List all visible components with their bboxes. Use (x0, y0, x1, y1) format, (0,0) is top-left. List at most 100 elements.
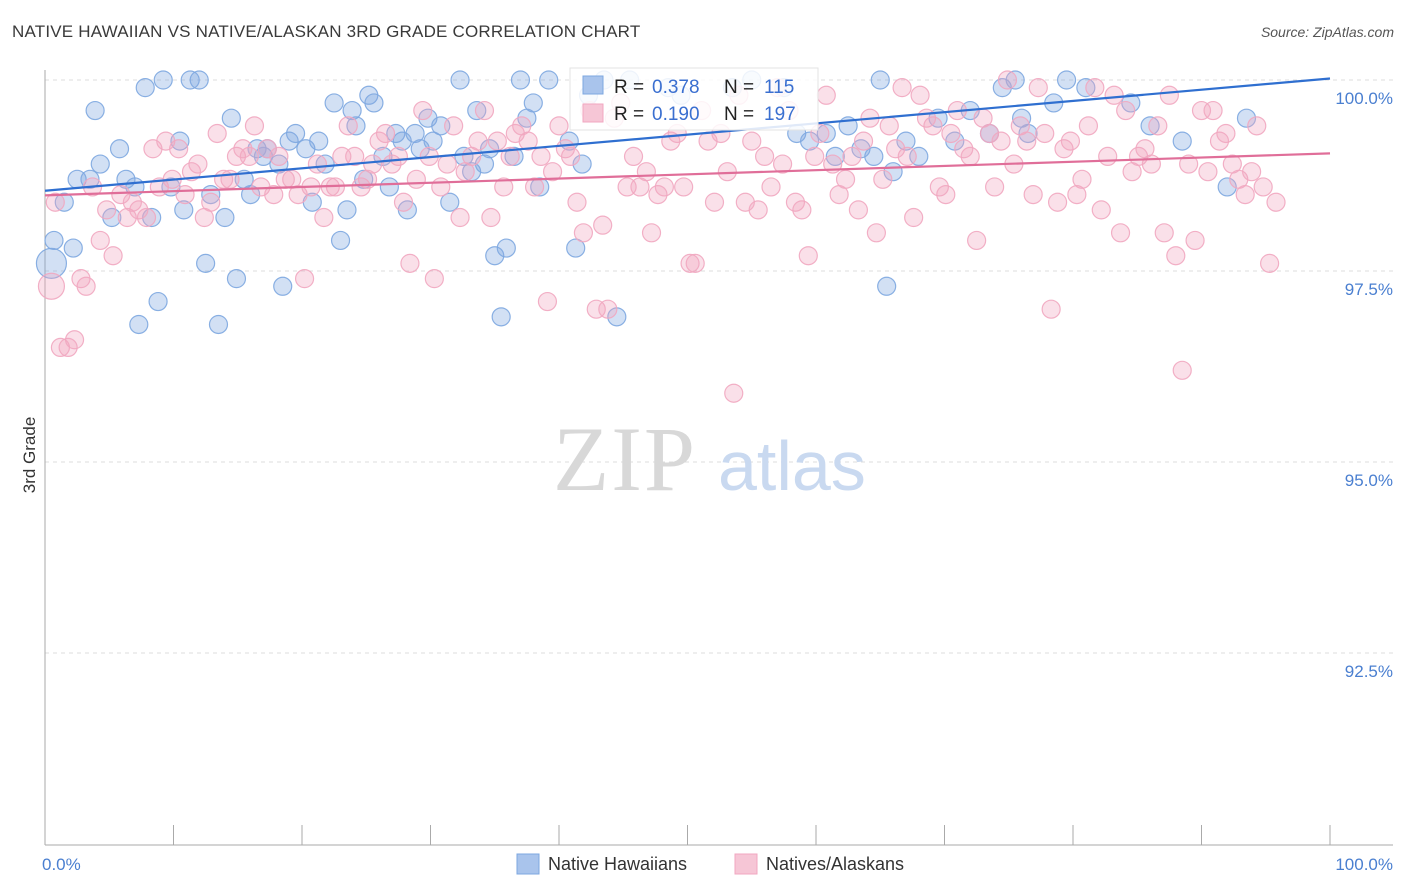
point-natives-alaskans-51 (363, 154, 383, 174)
legend-r-natives-alaskans: 0.190 (652, 104, 700, 125)
point-native-hawaiians-76 (566, 238, 586, 258)
point-natives-alaskans-1 (45, 192, 65, 212)
point-natives-alaskans-95 (636, 162, 656, 182)
point-natives-alaskans-106 (704, 192, 725, 212)
point-natives-alaskans-31 (239, 146, 259, 166)
point-natives-alaskans-70 (481, 207, 501, 228)
point-native-hawaiians-67 (491, 307, 511, 327)
point-natives-alaskans-57 (400, 253, 420, 273)
point-native-hawaiians-111 (1140, 116, 1160, 136)
point-natives-alaskans-120 (792, 200, 812, 220)
point-natives-alaskans-93 (623, 146, 644, 166)
point-natives-alaskans-161 (1047, 192, 1068, 212)
point-native-hawaiians-26 (221, 108, 241, 128)
point-natives-alaskans-3 (58, 337, 78, 357)
legend-n-label-native-hawaiians: N = (724, 77, 754, 98)
point-native-hawaiians-98 (909, 146, 929, 166)
correlation-legend-box (569, 67, 819, 131)
point-native-hawaiians-15 (148, 291, 168, 312)
point-natives-alaskans-194 (1253, 177, 1273, 197)
point-native-hawaiians-43 (337, 200, 357, 220)
point-natives-alaskans-130 (853, 131, 874, 151)
point-natives-alaskans-178 (1154, 223, 1174, 243)
point-native-hawaiians-88 (799, 131, 820, 151)
point-natives-alaskans-10 (103, 246, 123, 266)
point-native-hawaiians-24 (208, 314, 229, 335)
correlation-legend: R = 0.378 N = 115 R = 0.190 N = 197 (569, 67, 819, 131)
point-natives-alaskans-25 (201, 192, 221, 212)
point-native-hawaiians-61 (454, 146, 474, 166)
trend-line-native-hawaiians (44, 77, 1331, 192)
point-natives-alaskans-80 (542, 162, 563, 182)
point-native-hawaiians-114 (1236, 108, 1257, 128)
point-natives-alaskans-72 (494, 177, 514, 197)
point-native-hawaiians-36 (285, 123, 306, 144)
point-natives-alaskans-56 (393, 192, 414, 212)
bottom-legend-label-natives-alaskans[interactable]: Natives/Alaskans (766, 854, 904, 874)
point-native-hawaiians-93 (864, 146, 884, 166)
point-native-hawaiians-90 (825, 146, 845, 166)
point-natives-alaskans-35 (264, 185, 284, 205)
point-natives-alaskans-6 (76, 276, 96, 296)
point-natives-alaskans-109 (724, 383, 744, 403)
bottom-legend-swatch-natives-alaskans[interactable] (734, 853, 758, 875)
point-native-hawaiians-19 (174, 200, 194, 220)
point-natives-alaskans-61 (424, 269, 444, 289)
point-natives-alaskans-163 (1060, 131, 1081, 151)
point-native-hawaiians-63 (467, 100, 487, 121)
point-natives-alaskans-162 (1054, 139, 1074, 159)
bottom-legend-swatch-native-hawaiians[interactable] (516, 853, 540, 875)
point-natives-alaskans-113 (748, 200, 768, 220)
point-natives-alaskans-138 (904, 207, 924, 228)
point-natives-alaskans-102 (680, 253, 700, 273)
point-natives-alaskans-89 (598, 299, 618, 319)
point-native-hawaiians-16 (153, 70, 173, 90)
point-natives-alaskans-172 (1116, 100, 1136, 121)
point-natives-alaskans-122 (805, 146, 825, 166)
point-natives-alaskans-71 (487, 131, 507, 151)
point-natives-alaskans-21 (175, 185, 195, 205)
point-native-hawaiians-22 (196, 253, 216, 273)
series-legend: Native Hawaiians Natives/Alaskans (516, 853, 904, 875)
point-natives-alaskans-182 (1179, 154, 1199, 174)
point-native-hawaiians-108 (1056, 70, 1077, 90)
point-natives-alaskans-133 (873, 169, 893, 189)
point-native-hawaiians-1 (44, 230, 64, 251)
point-native-hawaiians-0 (35, 247, 68, 279)
point-natives-alaskans-96 (641, 223, 662, 243)
point-natives-alaskans-181 (1172, 360, 1192, 380)
axes (44, 70, 1393, 846)
point-native-hawaiians-94 (870, 70, 890, 90)
point-natives-alaskans-134 (879, 116, 899, 136)
point-natives-alaskans-160 (1041, 299, 1061, 319)
point-natives-alaskans-152 (991, 131, 1011, 151)
point-native-hawaiians-95 (877, 276, 897, 296)
y-axis-title: 3rd Grade (20, 417, 39, 494)
point-native-hawaiians-7 (90, 154, 110, 174)
x-tick-label-right: 100.0% (1335, 855, 1393, 874)
bottom-legend-label-native-hawaiians[interactable]: Native Hawaiians (548, 854, 687, 874)
point-native-hawaiians-39 (309, 131, 329, 151)
point-native-hawaiians-25 (215, 207, 235, 228)
point-natives-alaskans-69 (474, 100, 495, 121)
point-native-hawaiians-45 (346, 116, 366, 136)
point-natives-alaskans-78 (531, 146, 551, 166)
legend-r-label-native-hawaiians: R = (614, 77, 644, 98)
point-native-hawaiians-59 (440, 192, 460, 212)
point-native-hawaiians-112 (1172, 131, 1192, 151)
point-natives-alaskans-42 (307, 154, 328, 174)
point-natives-alaskans-9 (97, 200, 117, 220)
point-natives-alaskans-59 (413, 100, 433, 121)
point-native-hawaiians-77 (572, 154, 592, 174)
watermark-atlas: atlas (718, 427, 866, 505)
point-native-hawaiians-89 (816, 123, 836, 144)
point-native-hawaiians-29 (241, 185, 261, 205)
point-native-hawaiians-12 (129, 314, 149, 335)
point-native-hawaiians-40 (315, 154, 335, 174)
point-natives-alaskans-49 (351, 177, 371, 197)
point-native-hawaiians-60 (450, 70, 470, 90)
point-natives-alaskans-87 (586, 299, 606, 319)
legend-r-label-natives-alaskans: R = (614, 104, 644, 125)
point-native-hawaiians-18 (170, 131, 190, 151)
point-native-hawaiians-41 (324, 93, 344, 113)
